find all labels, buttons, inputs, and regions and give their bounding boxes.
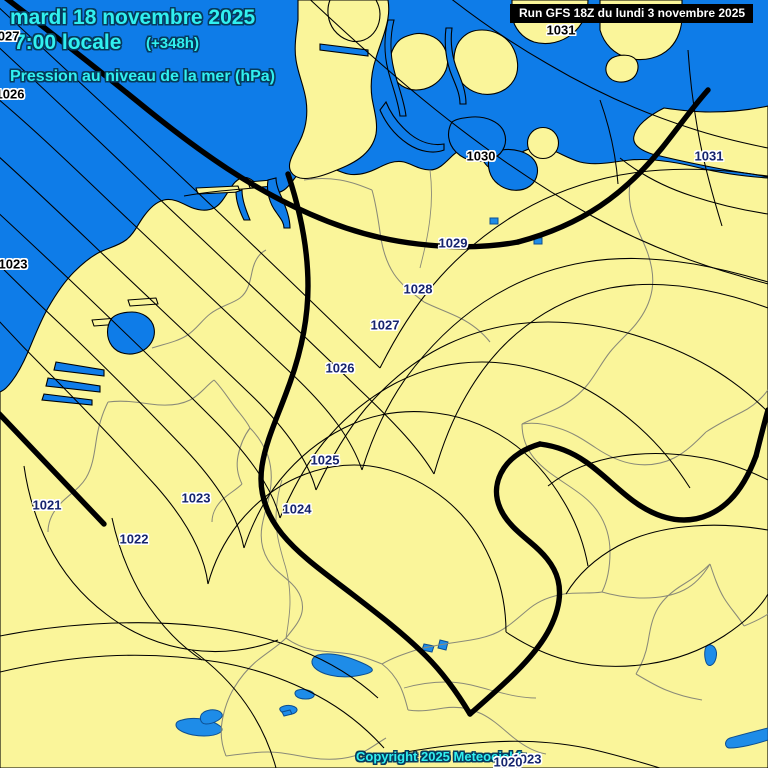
lake-constance [311, 653, 373, 678]
isobar-1020-lower2 [0, 654, 385, 749]
isobar-1027b [433, 283, 768, 475]
isobar-1023-bottom [395, 740, 661, 768]
isobar-1026b [315, 321, 768, 491]
border-at-hu [709, 563, 745, 627]
isobar-1029 [379, 168, 768, 369]
border-cz-at [601, 563, 711, 599]
isobar-1021 [23, 465, 279, 653]
border-be-de [213, 379, 251, 429]
lake-neusiedl [704, 644, 717, 666]
sea-limfjord [319, 43, 369, 57]
sea-inlets-layer [41, 19, 539, 406]
isobar-1026 [0, 99, 363, 471]
lake-ijssel-small [489, 217, 499, 225]
border-pl-east [705, 389, 768, 433]
isobar-right-low [565, 524, 768, 595]
isobar-1025-bold-main [258, 171, 473, 717]
sea-zeeland-1 [53, 361, 105, 377]
sea-zeeland-3 [41, 393, 93, 406]
river-elbe [419, 169, 432, 269]
isobar-1030-ne [309, 0, 768, 285]
sea-elbe-estuary [266, 177, 291, 229]
isobar-1031b [687, 49, 723, 227]
border-ch-it [225, 737, 387, 760]
landmass-jutland [288, 0, 390, 180]
border-de-fr [249, 427, 303, 639]
isobar-1025-bold-north [3, 0, 521, 250]
isobar-1021b [191, 649, 277, 768]
sea-great-belt [444, 27, 467, 105]
border-sk-hu [743, 613, 768, 627]
lake-neuchatel [199, 709, 223, 725]
isobar-1024b [279, 361, 691, 519]
border-de-internal-2 [423, 301, 491, 343]
isobar-1028b [361, 257, 768, 471]
sea-weser-estuary [235, 189, 251, 221]
coast-detail-layer [183, 187, 255, 197]
sea-ijsselmeer [106, 311, 155, 355]
lakes-layer [175, 217, 768, 749]
border-at-si [635, 563, 711, 675]
landmass-bornholm [605, 54, 639, 83]
isobar-1027 [0, 47, 435, 475]
borders-layer [47, 177, 768, 760]
border-lu-fr [211, 483, 243, 523]
isobar-1025-bold-south [467, 441, 563, 717]
border-cz-pl [521, 422, 707, 466]
isobar-ne-line-1 [599, 99, 619, 185]
border-at-it [407, 706, 547, 755]
isobar-1022-nw [0, 321, 209, 585]
sea-little-belt [384, 19, 407, 117]
isobar-1025-bold-baltic [515, 87, 711, 245]
sea-kiel-bay [379, 100, 445, 153]
border-nl-de [151, 249, 267, 349]
isobar-1025-bold-east [537, 441, 759, 523]
isobar-1023b [243, 411, 589, 567]
border-si-hr [635, 673, 703, 701]
river-danube [403, 681, 537, 699]
isobar-mid-right [547, 453, 768, 487]
border-de-dk [303, 177, 373, 191]
border-ch-at [381, 663, 409, 711]
landmass-baltic-coast [633, 105, 768, 177]
border-de-internal-1 [371, 189, 425, 303]
isobar-1031-ne [451, 0, 768, 149]
border-be-fr [47, 401, 109, 533]
lake-balaton [725, 727, 768, 749]
coast-detail-frisian [183, 187, 255, 197]
border-de-pl [521, 183, 654, 425]
model-run-banner: Run GFS 18Z du lundi 3 novembre 2025 [510, 4, 754, 23]
isobar-1022b [207, 464, 507, 633]
border-nl-be [107, 379, 215, 406]
isobar-lower-right [505, 593, 768, 667]
border-de-cz [521, 423, 611, 593]
border-de-ch [285, 637, 383, 665]
isobar-1024-nw [0, 213, 281, 519]
isobar-1023-nw [0, 265, 245, 549]
isobar-1025-bold-far-east [753, 407, 768, 459]
isobar-1020-lower [0, 622, 379, 699]
sea-zeeland-2 [45, 377, 101, 393]
isobar-1028 [0, 7, 381, 369]
landmass-ruegen [526, 126, 560, 160]
isobar-1022c [111, 517, 203, 661]
border-be-lu [236, 427, 251, 485]
isobar-bold-layer [0, 0, 768, 717]
lake-thun [281, 709, 293, 717]
isobar-1025-bold-nw [0, 410, 107, 527]
landmass-north-jutland [327, 0, 381, 43]
sea-mecklenburg-bay [447, 116, 507, 162]
isobar-1025-thin-north [0, 156, 317, 491]
